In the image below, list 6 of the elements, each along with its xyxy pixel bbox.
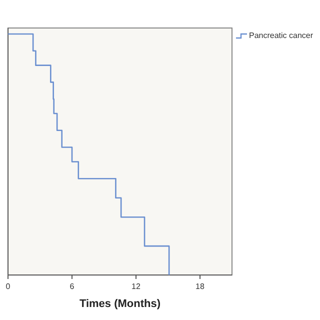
x-tick-label: 0 <box>6 282 11 291</box>
x-axis-title: Times (Months) <box>79 298 161 310</box>
legend-label: Pancreatic cancer <box>249 31 314 40</box>
x-tick-label: 6 <box>70 282 75 291</box>
x-tick-label: 12 <box>132 282 141 291</box>
x-tick-label: 18 <box>196 282 205 291</box>
